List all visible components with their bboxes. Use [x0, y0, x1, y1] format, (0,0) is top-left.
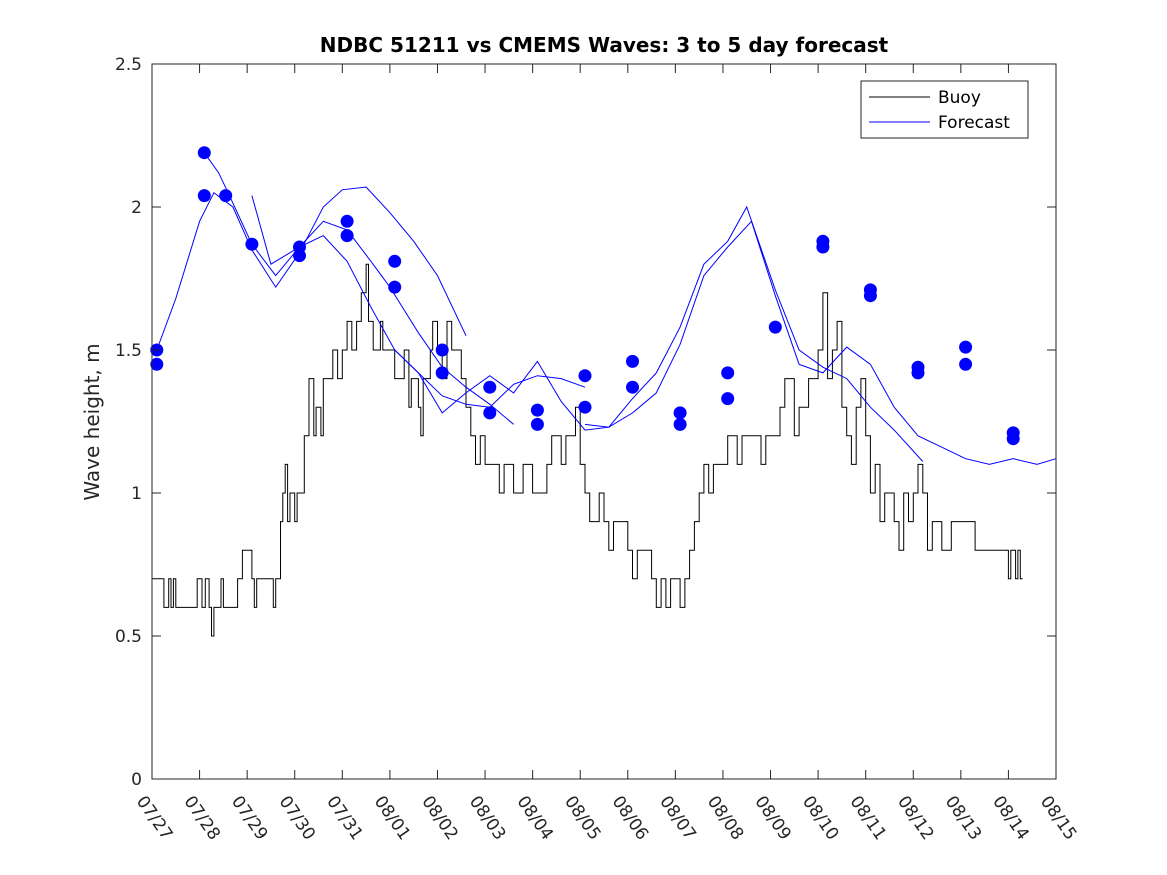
- forecast-marker-11: [388, 280, 402, 294]
- forecast-marker-33: [959, 340, 973, 354]
- legend-buoy-label: Buoy: [938, 88, 981, 108]
- forecast-marker-16: [530, 403, 544, 417]
- y-tick-label-5: 2.5: [115, 55, 142, 75]
- plot-frame: [151, 63, 1057, 780]
- legend: Buoy Forecast: [860, 80, 1029, 139]
- forecast-marker-23: [673, 417, 687, 431]
- buoy-series-line: [152, 263, 1023, 637]
- y-tick-label-2: 1: [131, 484, 142, 504]
- forecast-marker-21: [626, 380, 639, 394]
- forecast-marker-7: [293, 249, 306, 263]
- forecast-marker-26: [768, 320, 782, 334]
- forecast-series-line-4: [394, 246, 729, 431]
- forecast-marker-30: [863, 289, 877, 303]
- forecast-marker-17: [530, 417, 544, 431]
- forecast-marker-1: [150, 357, 164, 371]
- plot-area: [150, 146, 1057, 637]
- forecast-marker-10: [388, 254, 402, 268]
- y-tick-label-4: 2: [131, 198, 142, 218]
- forecast-marker-25: [721, 392, 735, 406]
- forecast-series-line-5: [584, 205, 924, 462]
- forecast-marker-8: [340, 214, 354, 228]
- forecast-marker-34: [959, 357, 973, 371]
- forecast-marker-22: [673, 406, 687, 420]
- y-axis-label: Wave height, m: [80, 343, 104, 500]
- forecast-marker-19: [578, 400, 592, 414]
- forecast-marker-36: [1006, 432, 1020, 446]
- forecast-marker-18: [578, 369, 592, 383]
- forecast-marker-28: [816, 240, 830, 254]
- forecast-series-line-6: [727, 220, 1057, 465]
- forecast-marker-13: [435, 366, 449, 380]
- forecast-marker-15: [483, 406, 497, 420]
- forecast-marker-5: [245, 237, 259, 251]
- legend-forecast-label: Forecast: [938, 113, 1010, 133]
- chart-title: NDBC 51211 vs CMEMS Waves: 3 to 5 day fo…: [320, 33, 889, 57]
- y-tick-label-1: 0.5: [115, 627, 142, 647]
- forecast-marker-14: [483, 380, 497, 394]
- forecast-marker-4: [219, 189, 233, 203]
- forecast-marker-24: [721, 366, 735, 380]
- forecast-marker-3: [197, 189, 211, 203]
- forecast-marker-2: [197, 146, 211, 160]
- y-tick-label-0: 0: [131, 770, 142, 790]
- forecast-marker-20: [626, 354, 639, 368]
- forecast-marker-9: [340, 229, 354, 243]
- forecast-marker-32: [911, 366, 925, 380]
- forecast-marker-12: [435, 343, 449, 357]
- y-tick-label-3: 1.5: [115, 341, 142, 361]
- legend-box: [860, 80, 1029, 139]
